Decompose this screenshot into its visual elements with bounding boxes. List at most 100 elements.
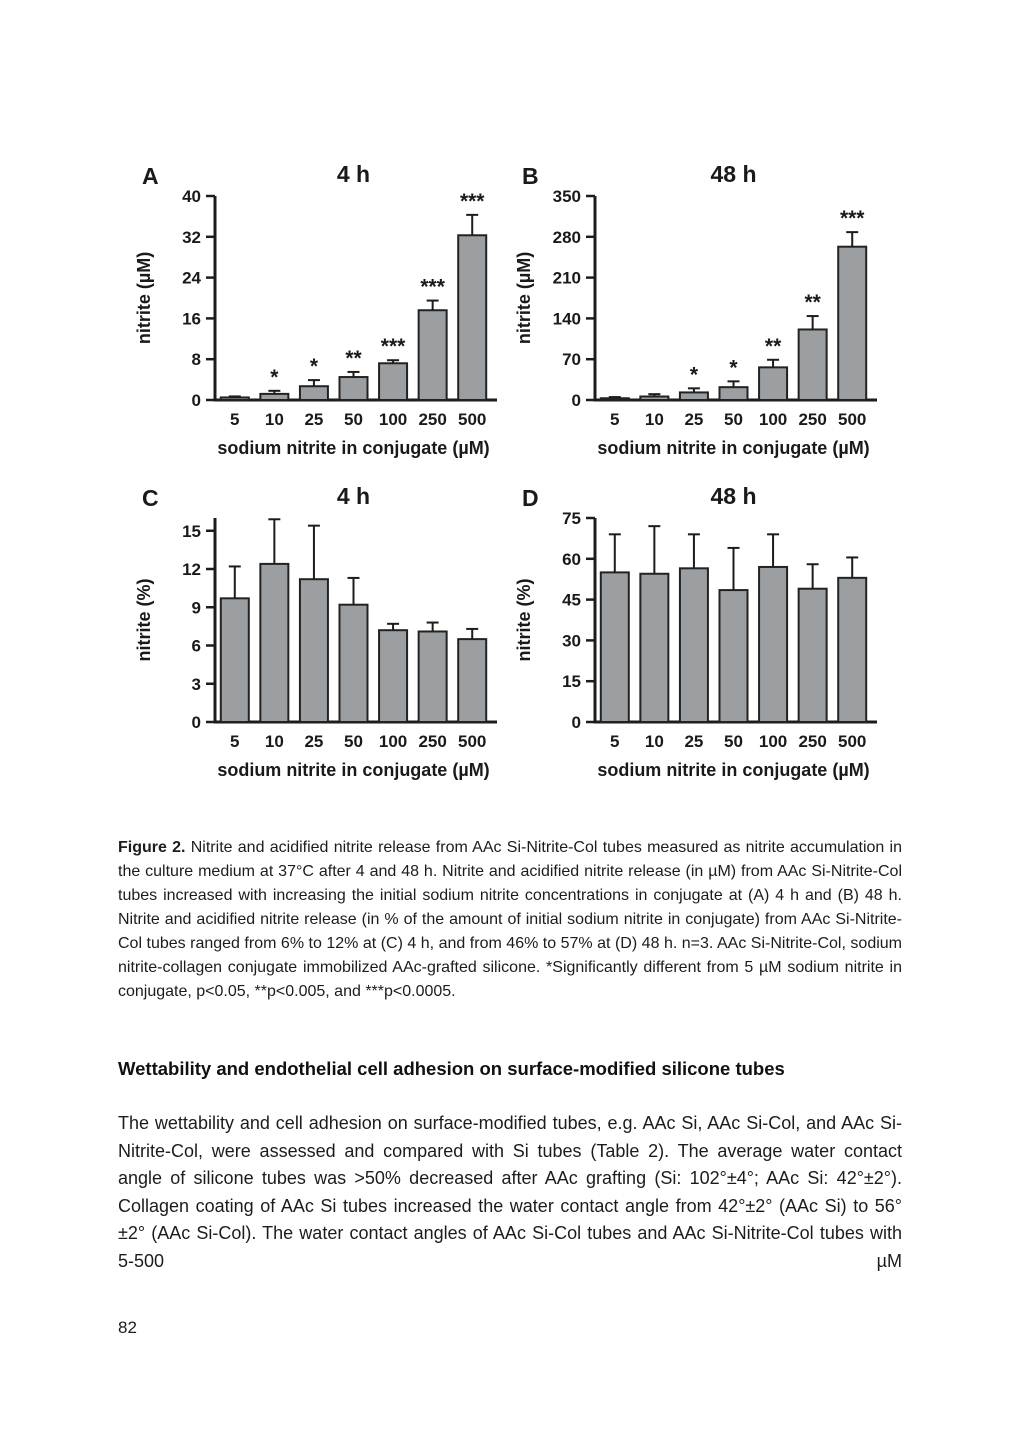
panel-letter: D xyxy=(522,485,539,511)
x-tick-label: 500 xyxy=(838,732,866,751)
bar xyxy=(298,385,329,401)
significance-stars: * xyxy=(310,355,319,378)
y-tick-label: 40 xyxy=(182,187,201,206)
bar xyxy=(678,391,709,401)
section-paragraph: The wettability and cell adhesion on sur… xyxy=(118,1113,902,1271)
bar xyxy=(837,245,868,401)
y-tick-label: 3 xyxy=(192,675,201,694)
chart-panel-a: A 4 h 0 8 16 24 32 40 nitrite (µM) 5 * 10 * 25 ** 50 ***… xyxy=(134,161,497,458)
x-tick-label: 50 xyxy=(724,732,743,751)
x-tick-label: 250 xyxy=(418,732,446,751)
bar xyxy=(639,395,670,401)
y-tick-label: 15 xyxy=(182,522,201,541)
chart-panel-d: D 48 h 0 15 30 45 60 75 nitrite (%) 5 10 25 50 100 250… xyxy=(514,483,877,780)
bar xyxy=(599,397,630,402)
y-tick-label: 0 xyxy=(572,391,581,410)
y-tick-label: 45 xyxy=(562,591,581,610)
chart-title: 48 h xyxy=(710,483,756,509)
x-tick-label: 250 xyxy=(798,732,826,751)
figure-caption-text: Nitrite and acidified nitrite release fr… xyxy=(118,839,903,1000)
x-tick-label: 100 xyxy=(759,410,787,429)
bar xyxy=(758,565,789,723)
x-tick-label: 50 xyxy=(724,410,743,429)
significance-stars: ** xyxy=(765,335,782,358)
chart-panel-c: C 4 h 0 3 6 9 12 15 nitrite (%) 5 10 25 50 100 250 500 s… xyxy=(134,483,497,780)
bar xyxy=(837,576,868,723)
bar xyxy=(298,578,329,723)
bar xyxy=(797,587,828,723)
y-tick-label: 0 xyxy=(192,713,201,732)
bar xyxy=(219,396,250,401)
bar xyxy=(599,571,630,724)
bar xyxy=(639,572,670,724)
significance-stars: *** xyxy=(381,335,406,358)
x-tick-label: 50 xyxy=(344,410,363,429)
x-tick-label: 500 xyxy=(458,410,486,429)
significance-stars: * xyxy=(729,356,738,379)
panel-letter: B xyxy=(522,163,539,189)
x-axis-title: sodium nitrite in conjugate (µM) xyxy=(217,760,489,780)
bar xyxy=(378,629,409,723)
section-heading: Wettability and endothelial cell adhesio… xyxy=(118,1058,785,1079)
panel-letter: A xyxy=(142,163,159,189)
bar xyxy=(678,567,709,723)
y-tick-label: 350 xyxy=(553,187,581,206)
y-tick-label: 70 xyxy=(562,350,581,369)
y-tick-label: 30 xyxy=(562,631,581,650)
bar xyxy=(718,589,749,723)
bar xyxy=(259,562,290,724)
significance-stars: *** xyxy=(420,276,445,299)
x-tick-label: 10 xyxy=(265,410,284,429)
y-axis-title: nitrite (%) xyxy=(514,578,534,661)
chart-panel-b: B 48 h 0 70 140 210 280 350 nitrite (µM) 5 10 * 25 * 5… xyxy=(514,161,877,458)
y-axis-title: nitrite (µM) xyxy=(134,252,154,344)
y-tick-label: 140 xyxy=(553,309,581,328)
bar xyxy=(417,309,448,402)
bar xyxy=(417,630,448,724)
bar xyxy=(457,234,488,401)
x-tick-label: 25 xyxy=(304,410,323,429)
x-tick-label: 10 xyxy=(265,732,284,751)
x-tick-label: 50 xyxy=(344,732,363,751)
x-tick-label: 250 xyxy=(418,410,446,429)
bar xyxy=(219,597,250,723)
chart-title: 48 h xyxy=(710,161,756,187)
y-axis-title: nitrite (%) xyxy=(134,578,154,661)
x-tick-label: 25 xyxy=(304,732,323,751)
y-tick-label: 280 xyxy=(553,228,581,247)
y-tick-label: 24 xyxy=(182,269,201,288)
y-tick-label: 9 xyxy=(192,598,201,617)
significance-stars: * xyxy=(690,363,699,386)
significance-stars: *** xyxy=(840,207,865,230)
x-tick-label: 10 xyxy=(645,732,664,751)
x-axis-title: sodium nitrite in conjugate (µM) xyxy=(597,760,869,780)
y-tick-label: 75 xyxy=(562,509,581,528)
significance-stars: * xyxy=(270,366,279,389)
x-tick-label: 5 xyxy=(230,732,239,751)
y-tick-label: 210 xyxy=(553,269,581,288)
x-tick-label: 250 xyxy=(798,410,826,429)
y-tick-label: 32 xyxy=(182,228,201,247)
bar xyxy=(338,376,369,402)
figure-caption: Figure 2. Nitrite and acidified nitrite … xyxy=(118,836,902,1004)
x-tick-label: 5 xyxy=(230,410,239,429)
significance-stars: ** xyxy=(345,347,362,370)
y-tick-label: 0 xyxy=(572,713,581,732)
x-tick-label: 5 xyxy=(610,732,619,751)
bar xyxy=(797,328,828,401)
y-tick-label: 15 xyxy=(562,672,581,691)
x-tick-label: 100 xyxy=(379,732,407,751)
significance-stars: ** xyxy=(804,291,821,314)
x-tick-label: 100 xyxy=(759,732,787,751)
bar xyxy=(338,603,369,723)
bar xyxy=(718,386,749,401)
y-axis-title: nitrite (µM) xyxy=(514,252,534,344)
x-tick-label: 500 xyxy=(458,732,486,751)
x-tick-label: 25 xyxy=(684,732,703,751)
x-axis-title: sodium nitrite in conjugate (µM) xyxy=(597,438,869,458)
page-number: 82 xyxy=(118,1318,137,1337)
x-tick-label: 5 xyxy=(610,410,619,429)
x-tick-label: 100 xyxy=(379,410,407,429)
